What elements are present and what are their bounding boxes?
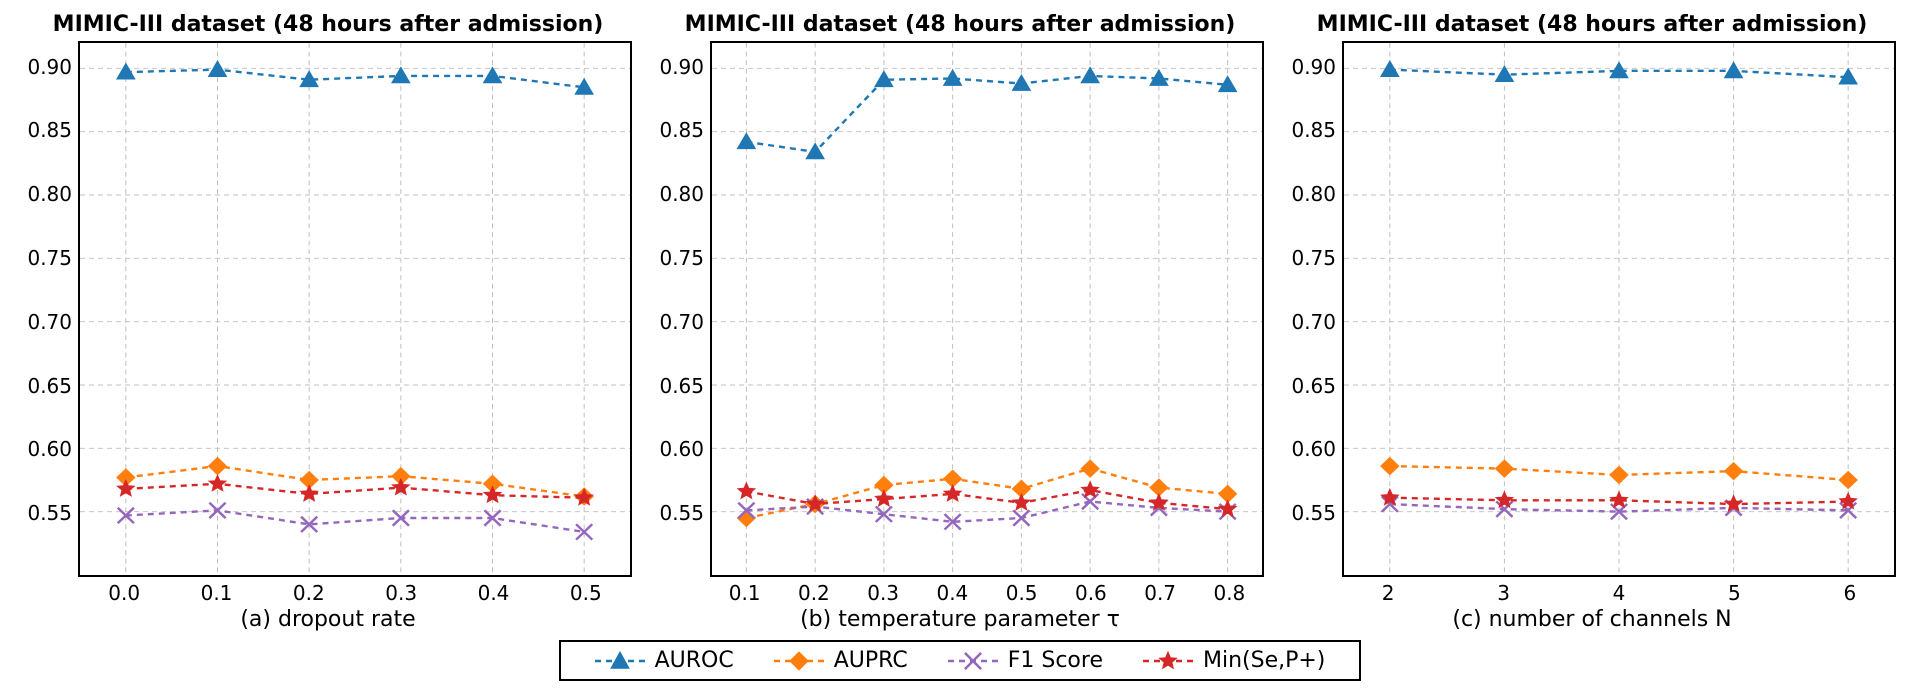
panel-b-plot-row: 0.90 0.85 0.80 0.75 0.70 0.65 0.60 0.55 — [656, 41, 1264, 577]
panel-b-title: MIMIC-III dataset (48 hours after admiss… — [656, 12, 1264, 37]
xtick-label: 0.2 — [293, 581, 325, 605]
xtick-label: 0.4 — [936, 581, 968, 605]
legend: AUROC AUPRC F1 Score Min(Se,P+) — [559, 640, 1362, 681]
xtick-label: 0.3 — [385, 581, 417, 605]
panel-b: MIMIC-III dataset (48 hours after admiss… — [656, 12, 1264, 632]
xtick-label: 3 — [1497, 581, 1510, 605]
ytick-label: 0.70 — [659, 310, 704, 334]
ytick-label: 0.60 — [659, 437, 704, 461]
legend-label: F1 Score — [1008, 648, 1103, 673]
panel-a-xlabel: (a) dropout rate — [24, 607, 632, 632]
ytick-label: 0.75 — [27, 246, 72, 270]
ytick-label: 0.85 — [659, 118, 704, 142]
xtick-label: 0.1 — [729, 581, 761, 605]
ytick-label: 0.80 — [659, 182, 704, 206]
figure: MIMIC-III dataset (48 hours after admiss… — [0, 0, 1920, 699]
ytick-label: 0.60 — [1291, 437, 1336, 461]
panel-c-plot-row: 0.90 0.85 0.80 0.75 0.70 0.65 0.60 0.55 — [1288, 41, 1896, 577]
panels-row: MIMIC-III dataset (48 hours after admiss… — [0, 0, 1920, 640]
panel-a-yticks: 0.90 0.85 0.80 0.75 0.70 0.65 0.60 0.55 — [24, 41, 78, 577]
ytick-label: 0.75 — [1291, 246, 1336, 270]
legend-swatch — [1143, 651, 1193, 671]
legend-wrap: AUROC AUPRC F1 Score Min(Se,P+) — [0, 640, 1920, 699]
ytick-label: 0.65 — [659, 374, 704, 398]
panel-c-yticks: 0.90 0.85 0.80 0.75 0.70 0.65 0.60 0.55 — [1288, 41, 1342, 577]
xtick-label: 0.8 — [1213, 581, 1245, 605]
legend-label: AUROC — [655, 648, 734, 673]
xtick-label: 0.4 — [478, 581, 510, 605]
xtick-label: 0.1 — [201, 581, 233, 605]
panel-c-xticks: 2 3 4 5 6 — [1342, 581, 1896, 605]
legend-swatch — [774, 651, 824, 671]
panel-a: MIMIC-III dataset (48 hours after admiss… — [24, 12, 632, 632]
legend-item-auprc: AUPRC — [774, 648, 908, 673]
xtick-label: 0.3 — [867, 581, 899, 605]
panel-c-xlabel: (c) number of channels N — [1288, 607, 1896, 632]
xtick-label: 0.7 — [1144, 581, 1176, 605]
ytick-label: 0.55 — [659, 501, 704, 525]
legend-label: AUPRC — [834, 648, 908, 673]
panel-a-title: MIMIC-III dataset (48 hours after admiss… — [24, 12, 632, 37]
panel-b-plot — [710, 41, 1264, 577]
ytick-label: 0.80 — [27, 182, 72, 206]
ytick-label: 0.65 — [1291, 374, 1336, 398]
ytick-label: 0.90 — [27, 55, 72, 79]
xtick-label: 0.2 — [798, 581, 830, 605]
legend-label: Min(Se,P+) — [1203, 648, 1325, 673]
xtick-label: 0.5 — [1006, 581, 1038, 605]
xtick-label: 0.6 — [1075, 581, 1107, 605]
ytick-label: 0.70 — [1291, 310, 1336, 334]
panel-b-xticks: 0.1 0.2 0.3 0.4 0.5 0.6 0.7 0.8 — [710, 581, 1264, 605]
ytick-label: 0.70 — [27, 310, 72, 334]
panel-a-plot-row: 0.90 0.85 0.80 0.75 0.70 0.65 0.60 0.55 — [24, 41, 632, 577]
ytick-label: 0.80 — [1291, 182, 1336, 206]
ytick-label: 0.90 — [1291, 55, 1336, 79]
xtick-label: 0.5 — [570, 581, 602, 605]
xtick-label: 6 — [1843, 581, 1856, 605]
legend-item-auroc: AUROC — [595, 648, 734, 673]
panel-c-plot — [1342, 41, 1896, 577]
ytick-label: 0.85 — [27, 118, 72, 142]
xtick-label: 2 — [1382, 581, 1395, 605]
ytick-label: 0.65 — [27, 374, 72, 398]
xtick-label: 4 — [1613, 581, 1626, 605]
legend-swatch — [948, 651, 998, 671]
ytick-label: 0.55 — [1291, 501, 1336, 525]
ytick-label: 0.85 — [1291, 118, 1336, 142]
panel-a-xticks: 0.0 0.1 0.2 0.3 0.4 0.5 — [78, 581, 632, 605]
xtick-label: 5 — [1728, 581, 1741, 605]
panel-c: MIMIC-III dataset (48 hours after admiss… — [1288, 12, 1896, 632]
ytick-label: 0.75 — [659, 246, 704, 270]
ytick-label: 0.55 — [27, 501, 72, 525]
ytick-label: 0.60 — [27, 437, 72, 461]
xtick-label: 0.0 — [108, 581, 140, 605]
legend-swatch — [595, 651, 645, 671]
panel-b-xlabel: (b) temperature parameter τ — [656, 607, 1264, 632]
legend-item-minsep: Min(Se,P+) — [1143, 648, 1325, 673]
panel-c-title: MIMIC-III dataset (48 hours after admiss… — [1288, 12, 1896, 37]
panel-a-plot — [78, 41, 632, 577]
panel-b-yticks: 0.90 0.85 0.80 0.75 0.70 0.65 0.60 0.55 — [656, 41, 710, 577]
ytick-label: 0.90 — [659, 55, 704, 79]
legend-item-f1: F1 Score — [948, 648, 1103, 673]
